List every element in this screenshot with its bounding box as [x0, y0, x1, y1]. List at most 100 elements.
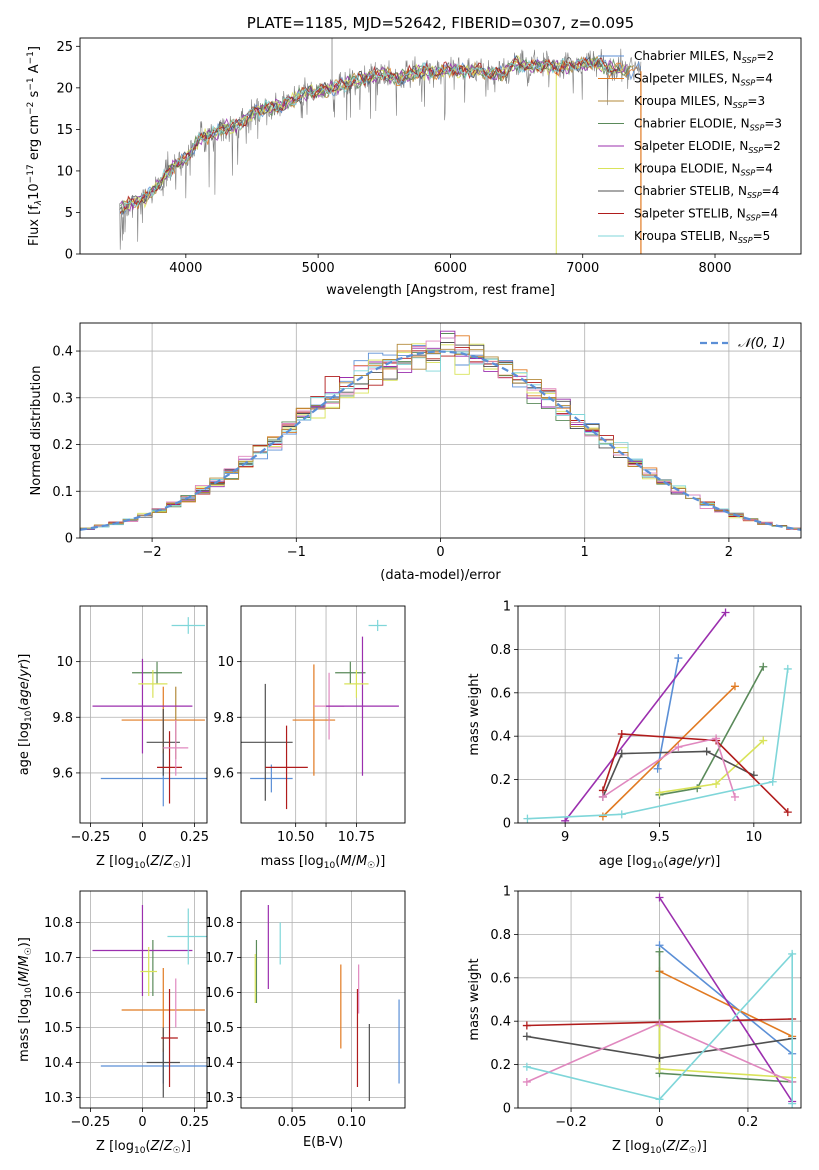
- x-tick-label: 2: [725, 545, 733, 560]
- x-axis-label: (data-model)/error: [380, 568, 501, 583]
- weight-line: [526, 951, 793, 1104]
- plot-area-mass_vs_EBV: [241, 891, 405, 1108]
- weight-marker: [617, 730, 626, 739]
- plot-area-residuals: [80, 323, 801, 538]
- y-tick-label: 20: [56, 81, 73, 96]
- y-tick-label: 0.3: [52, 391, 73, 406]
- weight-marker: [788, 1099, 797, 1108]
- weight-marker: [522, 1077, 531, 1086]
- weight-marker: [730, 682, 739, 691]
- weight-series: [655, 947, 797, 1086]
- weight-series: [653, 654, 683, 773]
- y-tick-label: 10: [217, 655, 234, 670]
- x-tick-label: 0: [138, 830, 146, 845]
- axes-mass_vs_Z: −0.25 0 0.25 10.3 10.4 10.5 10.6 10.7 10.8: [44, 890, 209, 1130]
- legend-label: Salpeter ELODIE, NSSP=2: [634, 139, 781, 155]
- data-point: [163, 720, 189, 776]
- legend-label: Chabrier STELIB, NSSP=4: [634, 184, 779, 200]
- x-tick-label: 1: [581, 545, 589, 560]
- x-tick-label: 5000: [302, 261, 335, 276]
- x-axis-label: age [log10​(age/yr)]: [599, 854, 721, 871]
- axes-frame: [79, 322, 802, 539]
- y-tick-label: 10.7: [205, 951, 234, 966]
- data-point: [368, 619, 387, 632]
- weight-marker: [759, 662, 768, 671]
- data-point: [265, 725, 308, 810]
- legend-label: Kroupa ELODIE, NSSP=4: [634, 162, 773, 178]
- x-axis-label: Z [log10​(Z/Z☉​)]: [96, 1139, 191, 1156]
- weight-line: [564, 612, 727, 822]
- y-tick-label: 0.2: [490, 1058, 511, 1073]
- axes-frame: [79, 37, 802, 255]
- weight-marker: [655, 1019, 664, 1028]
- weight-marker: [522, 1032, 531, 1041]
- axes-weight_vs_Z: −0.2 0 0.2 0 0.2 0.4 0.6 0.8 1: [490, 885, 802, 1130]
- model-line-kroupa-stelib: [120, 57, 614, 212]
- weight-marker: [655, 788, 664, 797]
- data-point: [140, 947, 158, 996]
- y-axis-label: mass [log10​(M/M☉​)]: [17, 937, 34, 1062]
- x-tick-label: −0.2: [555, 1115, 587, 1130]
- normal-reference-curve: [80, 350, 801, 531]
- y-axis-label: Normed distribution: [29, 366, 44, 496]
- weight-series: [655, 736, 768, 797]
- x-tick-label: 0: [138, 1115, 146, 1130]
- y-tick-label: 10.3: [205, 1091, 234, 1106]
- weight-series: [598, 734, 739, 801]
- x-tick-label: 0.05: [278, 1115, 307, 1130]
- data-point: [146, 1027, 180, 1098]
- spectrum-legend: Chabrier MILES, NSSP=2 Salpeter MILES, NS…: [598, 49, 782, 245]
- y-tick-label: 9.6: [213, 766, 234, 781]
- y-tick-label: 10.3: [44, 1091, 73, 1106]
- data-point: [241, 683, 293, 801]
- x-axis-label: Z [log10​(Z/Z☉​)]: [96, 854, 191, 871]
- y-axis-label: Flux [fλ​10−17​ erg cm−2​ s−1​ A−1​]: [26, 46, 44, 246]
- weight-marker: [598, 792, 607, 801]
- weight-line: [602, 750, 755, 798]
- data-point: [326, 636, 399, 776]
- data-point: [132, 661, 183, 684]
- weight-marker: [674, 743, 683, 752]
- weight-series: [598, 682, 739, 821]
- legend-label: Salpeter MILES, NSSP=4: [634, 72, 773, 88]
- histogram-series: [80, 351, 801, 530]
- x-tick-label: 0: [436, 545, 444, 560]
- y-tick-label: 0: [65, 248, 73, 263]
- x-axis-label: Z [log10​(Z/Z☉​)]: [612, 1139, 707, 1156]
- legend-label: Salpeter STELIB, NSSP=4: [634, 207, 778, 223]
- model-line-chabrier-stelib: [119, 54, 621, 215]
- weight-marker: [788, 949, 797, 958]
- weight-marker: [561, 816, 570, 823]
- weight-marker: [712, 734, 721, 743]
- axes-weight_vs_age: 9 9.5 10 0 0.2 0.4 0.6 0.8 1: [490, 600, 802, 845]
- axes-spectrum: 4000 5000 6000 7000 8000 0 5 10 15 20 25 Chabrier M…: [56, 37, 802, 276]
- axes-age_vs_Z: −0.25 0 0.25 9.6 9.8 10: [52, 605, 209, 845]
- plot-area-spectrum: [119, 38, 642, 254]
- x-tick-label: 10: [746, 830, 763, 845]
- x-tick-label: 9.5: [649, 830, 670, 845]
- y-tick-label: 0.4: [52, 345, 73, 360]
- x-tick-label: 8000: [698, 261, 731, 276]
- axes-frame: [79, 605, 208, 824]
- y-tick-label: 10.8: [44, 916, 73, 931]
- y-axis-label: mass weight: [467, 673, 482, 755]
- weight-marker: [617, 810, 626, 819]
- axes-residuals: −2 −1 0 1 2 0 0.1 0.2 0.3 0.4 𝒩(0, 1): [52, 322, 802, 560]
- data-point: [92, 658, 193, 754]
- y-tick-label: 0.2: [52, 438, 73, 453]
- x-tick-label: 10.75: [338, 830, 375, 845]
- weight-series: [655, 967, 797, 1041]
- data-point: [157, 731, 183, 804]
- x-tick-label: −2: [143, 545, 162, 560]
- weight-line: [602, 685, 736, 818]
- y-tick-label: 15: [56, 123, 73, 138]
- y-tick-label: 0.4: [490, 1015, 511, 1030]
- weight-line: [656, 657, 680, 769]
- y-tick-label: 10.4: [205, 1056, 234, 1071]
- data-point: [161, 989, 178, 1087]
- weight-marker: [759, 736, 768, 745]
- data-point: [92, 905, 193, 996]
- axes-frame: [517, 890, 802, 1109]
- plot-area-weight_vs_Z: [518, 891, 801, 1108]
